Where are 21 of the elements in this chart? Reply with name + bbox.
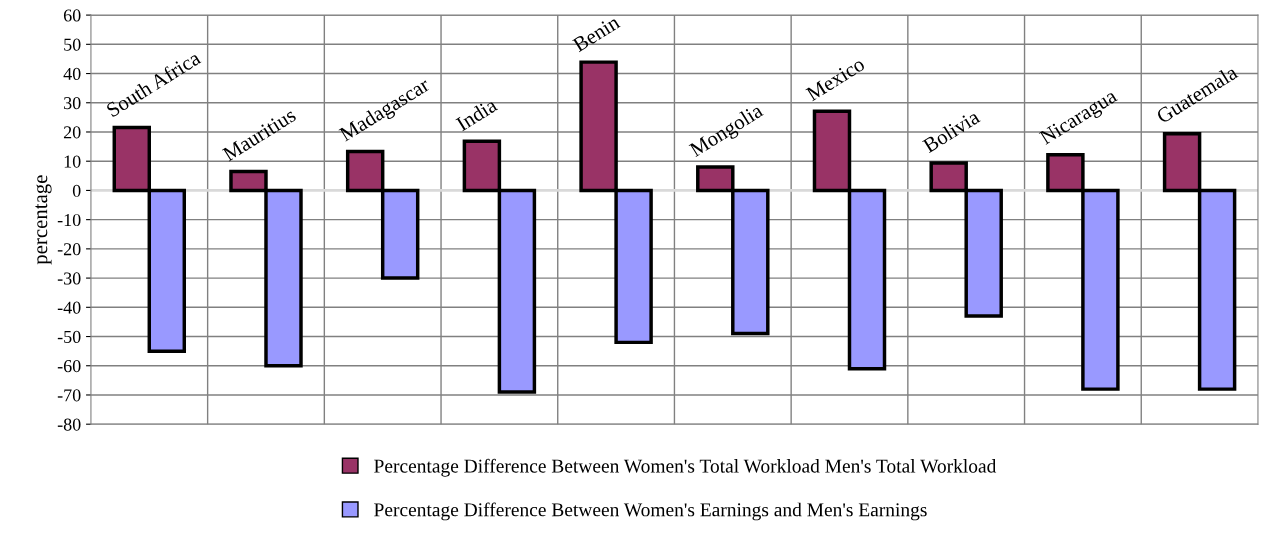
x-tick-label: India <box>455 96 499 132</box>
y-tick-label: -20 <box>57 243 81 256</box>
y-tick-label: -70 <box>57 389 81 402</box>
y-tick-label: 30 <box>64 97 81 110</box>
y-tick-label: -50 <box>57 330 81 343</box>
y-tick-label: 10 <box>64 155 81 168</box>
x-tick-label: Benin <box>571 14 621 53</box>
y-tick-label: 0 <box>72 184 81 197</box>
legend-label: Percentage Difference Between Women's Earnings and Men's Earnings <box>374 502 927 521</box>
y-tick-label: -10 <box>57 213 81 227</box>
y-tick-label: 20 <box>63 126 81 139</box>
y-tick-label: -60 <box>57 360 81 373</box>
y-tick-label: -30 <box>57 272 81 285</box>
x-tick-label: South Africa <box>105 49 202 118</box>
y-tick-label: 40 <box>63 67 81 80</box>
y-tick-label: -40 <box>57 301 81 314</box>
y-tick-label: 50 <box>64 38 81 51</box>
legend-label: Percentage Difference Between Women's Total Workload Men's Total Workload <box>374 458 997 477</box>
y-tick-label: 60 <box>63 9 81 22</box>
y-tick-label: -80 <box>57 418 81 431</box>
y-axis-title: percentage <box>35 175 52 265</box>
